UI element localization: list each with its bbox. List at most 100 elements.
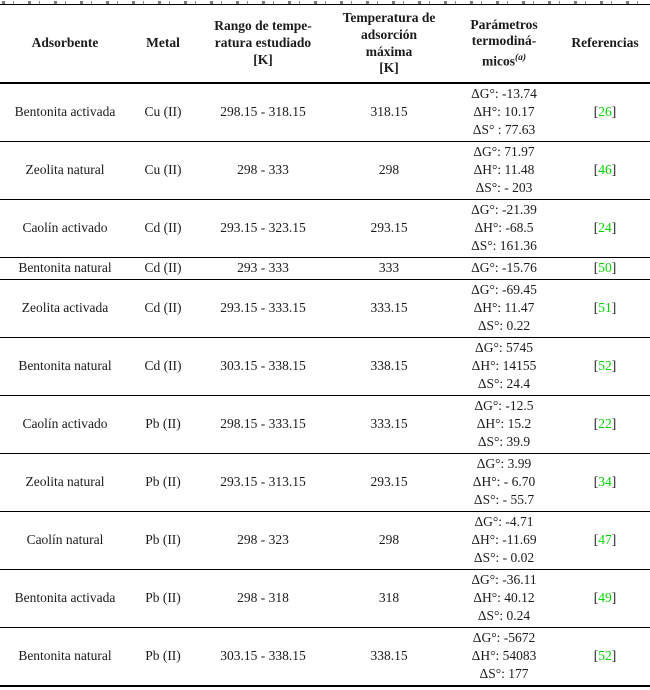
bracket-open: [ — [593, 474, 599, 490]
delta-s-value: ΔS°: - 203 — [475, 180, 533, 196]
thermodynamic-params-cell: ΔG°: 3.99 ΔH°: - 6.70 ΔS°: - 55.7 — [448, 453, 560, 513]
max-temperature-cell: 293.15 — [330, 453, 448, 513]
table-row: Caolín activado Cd (II) 293.15 - 323.15 … — [0, 199, 650, 259]
reference-cell: [26] — [560, 83, 650, 143]
temperature-range-cell: 298 - 333 — [196, 141, 330, 201]
header-line: Temperatura de — [342, 10, 436, 25]
delta-s-value: ΔS°: - 0.02 — [473, 550, 535, 566]
table-row: Bentonita activada Pb (II) 298 - 318 318… — [0, 569, 650, 629]
table-row: Bentonita activada Cu (II) 298.15 - 318.… — [0, 83, 650, 143]
metal-cell: Cu (II) — [130, 141, 196, 201]
metal-cell: Cd (II) — [130, 199, 196, 259]
reference-link[interactable]: 52 — [598, 358, 612, 374]
thermodynamic-parameters-table: Adsorbente Metal Rango de tempe- ratura … — [0, 4, 650, 688]
reference-link[interactable]: 22 — [598, 416, 612, 432]
table-row: Bentonita natural Pb (II) 303.15 - 338.1… — [0, 628, 650, 687]
table-row: Bentonita natural Cd (II) 293 - 333 333 … — [0, 257, 650, 281]
reference-link[interactable]: 52 — [598, 648, 612, 664]
max-temperature-cell: 318 — [330, 569, 448, 629]
reference-cell: [46] — [560, 141, 650, 201]
delta-g-value: ΔG°: -5672 — [472, 630, 536, 646]
temperature-range-cell: 293.15 - 333.15 — [196, 279, 330, 339]
max-temperature-cell: 333.15 — [330, 279, 448, 339]
header-line: termodiná- — [471, 33, 537, 49]
reference-cell: [22] — [560, 395, 650, 455]
header-line: ratura estudiado — [214, 35, 312, 51]
max-temperature-cell: 338.15 — [330, 337, 448, 397]
reference-link[interactable]: 49 — [598, 590, 612, 606]
adsorbent-cell: Caolín activado — [0, 199, 130, 259]
bracket-open: [ — [593, 162, 599, 178]
reference-link[interactable]: 51 — [598, 300, 612, 316]
delta-h-value: ΔH°: 11.48 — [473, 162, 535, 178]
adsorbent-cell: Bentonita natural — [0, 257, 130, 281]
adsorbent-cell: Caolín activado — [0, 395, 130, 455]
bracket-open: [ — [593, 300, 599, 316]
reference-cell: [47] — [560, 511, 650, 571]
header-line: micos(a) — [449, 50, 559, 70]
header-line: Parámetros — [470, 16, 538, 32]
bracket-close: ] — [611, 162, 617, 178]
delta-g-value: ΔG°: -69.45 — [471, 282, 537, 298]
header-references: Referencias — [560, 4, 650, 85]
max-temperature-cell: 293.15 — [330, 199, 448, 259]
reference-link[interactable]: 26 — [598, 104, 612, 120]
thermodynamic-params-cell: ΔG°: -36.11 ΔH°: 40.12 ΔS°: 0.24 — [448, 569, 560, 629]
reference-link[interactable]: 50 — [598, 260, 612, 276]
max-temperature-cell: 298 — [330, 511, 448, 571]
reference-cell: [52] — [560, 628, 650, 687]
bracket-close: ] — [611, 648, 617, 664]
header-thermodynamic-params: Parámetros termodiná- micos(a) — [448, 4, 560, 85]
bracket-close: ] — [611, 474, 617, 490]
adsorbent-cell: Zeolita activada — [0, 279, 130, 339]
temperature-range-cell: 303.15 - 338.15 — [196, 337, 330, 397]
delta-s-value: ΔS°: 161.36 — [471, 238, 537, 254]
delta-g-value: ΔG°: -36.11 — [471, 572, 537, 588]
bracket-close: ] — [611, 300, 617, 316]
reference-cell: [34] — [560, 453, 650, 513]
table-row: Zeolita natural Pb (II) 293.15 - 313.15 … — [0, 453, 650, 513]
reference-cell: [50] — [560, 257, 650, 281]
bracket-open: [ — [593, 260, 599, 276]
header-row: Adsorbente Metal Rango de tempe- ratura … — [0, 4, 650, 85]
reference-cell: [51] — [560, 279, 650, 339]
delta-h-value: ΔH°: - 6.70 — [472, 474, 536, 490]
header-max-adsorption-temperature: Temperatura de adsorción máxima [K] — [330, 4, 448, 85]
reference-link[interactable]: 34 — [598, 474, 612, 490]
max-temperature-cell: 333.15 — [330, 395, 448, 455]
adsorbent-cell: Bentonita activada — [0, 83, 130, 143]
thermodynamic-params-cell: ΔG°: -12.5 ΔH°: 15.2 ΔS°: 39.9 — [448, 395, 560, 455]
reference-cell: [49] — [560, 569, 650, 629]
reference-link[interactable]: 47 — [598, 532, 612, 548]
bracket-open: [ — [593, 532, 599, 548]
bracket-close: ] — [611, 532, 617, 548]
table-row: Caolín natural Pb (II) 298 - 323 298 ΔG°… — [0, 511, 650, 571]
delta-h-value: ΔH°: 40.12 — [473, 590, 535, 606]
adsorbent-cell: Bentonita natural — [0, 337, 130, 397]
temperature-range-cell: 293 - 333 — [196, 257, 330, 281]
bracket-open: [ — [593, 590, 599, 606]
reference-link[interactable]: 46 — [598, 162, 612, 178]
footnote-marker: (a) — [514, 53, 527, 64]
delta-g-value: ΔG°: 71.97 — [473, 144, 535, 160]
delta-h-value: ΔH°: 11.47 — [473, 300, 535, 316]
bracket-close: ] — [611, 104, 617, 120]
thermodynamic-params-cell: ΔG°: -21.39 ΔH°: -68.5 ΔS°: 161.36 — [448, 199, 560, 259]
thermodynamic-params-cell: ΔG°: 71.97 ΔH°: 11.48 ΔS°: - 203 — [448, 141, 560, 201]
delta-s-value: ΔS°: 0.22 — [477, 318, 531, 334]
delta-s-value: ΔS° : 77.63 — [472, 122, 536, 138]
bracket-open: [ — [593, 220, 599, 236]
adsorbent-cell: Zeolita natural — [0, 453, 130, 513]
header-line: [K] — [379, 60, 399, 76]
bracket-close: ] — [611, 358, 617, 374]
temperature-range-cell: 298.15 - 333.15 — [196, 395, 330, 455]
header-line: máxima — [365, 43, 413, 59]
header-line-base: micos — [481, 53, 515, 69]
delta-h-value: ΔH°: 10.17 — [473, 104, 535, 120]
reference-link[interactable]: 24 — [598, 220, 612, 236]
bracket-close: ] — [611, 590, 617, 606]
metal-cell: Pb (II) — [130, 453, 196, 513]
thermodynamic-params-cell: ΔG°: -4.71 ΔH°: -11.69 ΔS°: - 0.02 — [448, 511, 560, 571]
delta-g-value: ΔG°: 5745 — [475, 340, 533, 356]
reference-cell: [24] — [560, 199, 650, 259]
